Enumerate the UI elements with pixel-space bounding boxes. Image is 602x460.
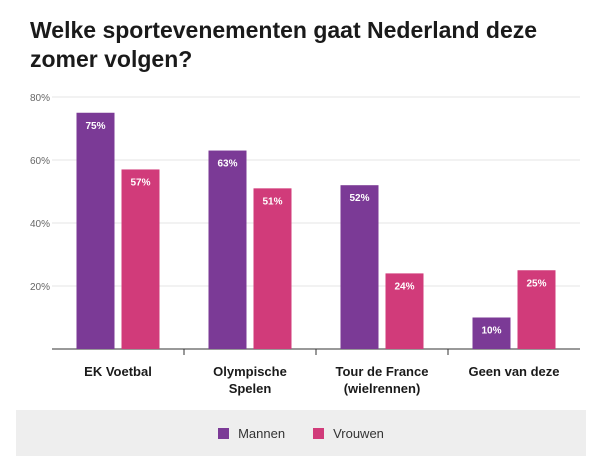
y-tick-label-60: 60% xyxy=(30,156,50,167)
bar-vrouwen-1 xyxy=(253,188,292,349)
bar-mannen-3 xyxy=(472,317,511,349)
data-label-mannen-3: 10% xyxy=(481,326,501,337)
legend-item-mannen: Mannen xyxy=(218,426,285,441)
y-tick-label-40: 40% xyxy=(30,219,50,230)
legend-swatch-vrouwen xyxy=(313,427,325,439)
legend-label-mannen: Mannen xyxy=(238,425,286,441)
bar-mannen-1 xyxy=(208,150,247,349)
y-tick-label-80: 80% xyxy=(30,93,50,104)
data-label-vrouwen-2: 24% xyxy=(394,281,414,292)
x-tick-label-1-line-0: Olympische xyxy=(213,364,287,379)
data-label-mannen-1: 63% xyxy=(217,159,237,170)
data-label-mannen-2: 52% xyxy=(349,193,369,204)
data-label-vrouwen-3: 25% xyxy=(526,278,546,289)
bar-mannen-0 xyxy=(76,112,115,349)
data-label-mannen-0: 75% xyxy=(85,121,105,132)
data-label-vrouwen-1: 51% xyxy=(262,196,282,207)
legend-label-vrouwen: Vrouwen xyxy=(333,425,384,441)
x-tick-label-1-line-1: Spelen xyxy=(229,381,272,396)
bar-vrouwen-3 xyxy=(517,270,556,349)
bar-vrouwen-0 xyxy=(121,169,160,349)
data-label-vrouwen-0: 57% xyxy=(130,177,150,188)
x-tick-label-2-line-1: (wielrennen) xyxy=(344,381,421,396)
y-tick-label-20: 20% xyxy=(30,282,50,293)
x-tick-label-2-line-0: Tour de France xyxy=(336,364,429,379)
legend-swatch-mannen xyxy=(218,427,230,439)
x-tick-label-3: Geen van deze xyxy=(468,364,559,379)
legend-item-vrouwen: Vrouwen xyxy=(313,426,384,441)
bar-chart: 20% 40% 60% 80% 75% 57% EK Voetbal 63% 51% Olympi… xyxy=(30,93,580,396)
x-tick-label-0: EK Voetbal xyxy=(84,364,152,379)
bar-mannen-2 xyxy=(340,185,379,349)
legend: Mannen Vrouwen xyxy=(16,410,586,456)
chart-title: Welke sportevenementen gaat Nederland de… xyxy=(30,17,538,72)
bar-vrouwen-2 xyxy=(385,273,424,349)
